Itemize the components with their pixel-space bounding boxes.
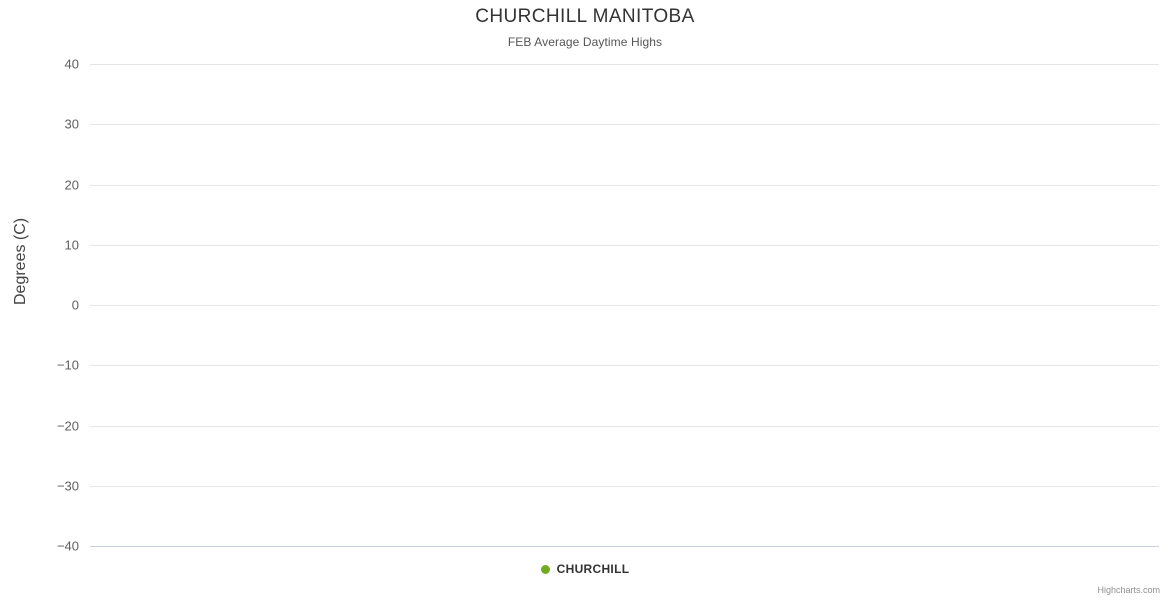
x-axis-line (90, 546, 1159, 547)
legend-item-label: CHURCHILL (556, 562, 630, 576)
chart-subtitle: FEB Average Daytime Highs (507, 35, 663, 49)
legend-item-churchill[interactable]: CHURCHILL (540, 562, 630, 576)
gridline (90, 124, 1159, 125)
y-axis-tick-label: −40 (56, 538, 79, 554)
gridline (90, 426, 1159, 427)
y-axis-tick-label: −30 (56, 478, 79, 494)
y-axis-tick-label: 40 (64, 56, 79, 72)
gridline (90, 64, 1159, 65)
y-axis-tick-label: 10 (64, 237, 79, 253)
gridline (90, 365, 1159, 366)
y-axis-tick-label: −20 (56, 418, 79, 434)
gridline (90, 486, 1159, 487)
y-axis-tick-label: 0 (71, 297, 79, 313)
y-axis-tick-label: 20 (64, 177, 79, 193)
plot-area (90, 64, 1159, 547)
gridline (90, 305, 1159, 306)
legend-marker-icon (540, 564, 550, 574)
y-axis-tick-label: 30 (64, 116, 79, 132)
highcharts-credits-link[interactable]: Highcharts.com (1097, 585, 1160, 595)
chart-legend: CHURCHILL (0, 562, 1170, 576)
gridline (90, 245, 1159, 246)
gridline (90, 185, 1159, 186)
y-axis-tick-label: −10 (56, 357, 79, 373)
chart-title: CHURCHILL MANITOBA (475, 6, 695, 27)
y-axis-title: Degrees (C) (12, 217, 29, 305)
